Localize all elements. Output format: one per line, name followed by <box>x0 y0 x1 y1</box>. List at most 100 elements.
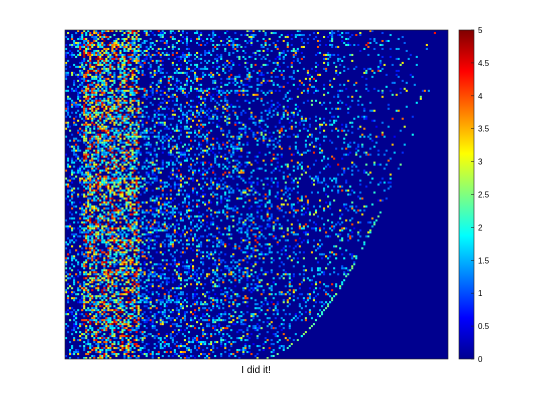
heatmap-cell <box>187 169 191 172</box>
heatmap-cell <box>93 43 96 46</box>
heatmap-cell <box>73 117 76 120</box>
heatmap-cell <box>129 159 132 162</box>
heatmap-cell <box>252 221 255 224</box>
heatmap-cell <box>145 55 148 58</box>
heatmap-cell <box>71 105 74 108</box>
heatmap-cell <box>280 125 283 128</box>
heatmap-cell <box>268 109 271 112</box>
heatmap-cell <box>73 165 76 168</box>
heatmap-cell <box>97 129 100 132</box>
heatmap-cell <box>175 147 178 150</box>
heatmap-cell <box>81 35 84 39</box>
heatmap-cell <box>276 157 279 160</box>
heatmap-cell <box>383 63 386 66</box>
heatmap-cell <box>357 127 360 130</box>
heatmap-cell <box>155 177 158 180</box>
heatmap-cell <box>260 233 263 236</box>
heatmap-cell <box>111 189 114 192</box>
heatmap-cell <box>145 227 148 230</box>
heatmap-cell <box>359 155 362 158</box>
heatmap-cell <box>141 115 144 118</box>
heatmap-cell <box>187 165 191 168</box>
heatmap-cell <box>99 127 102 130</box>
heatmap-cell <box>169 205 172 208</box>
heatmap-cell <box>224 99 227 102</box>
heatmap-cell <box>405 89 408 92</box>
heatmap-cell <box>198 89 201 92</box>
heatmap-cell <box>83 95 86 98</box>
heatmap-cell <box>208 121 211 124</box>
heatmap-cell <box>185 215 189 218</box>
heatmap-cell <box>145 187 148 190</box>
heatmap-cell <box>91 179 94 182</box>
heatmap-cell <box>111 227 114 230</box>
heatmap-cell <box>97 49 100 52</box>
heatmap-cell <box>335 119 338 122</box>
heatmap-cell <box>81 123 84 126</box>
heatmap-cell <box>137 109 140 112</box>
heatmap-cell <box>145 97 148 100</box>
heatmap-cell <box>278 57 281 60</box>
heatmap-cell <box>198 101 201 104</box>
heatmap-cell <box>185 35 189 39</box>
heatmap-cell <box>93 141 96 144</box>
heatmap-cell <box>183 71 186 74</box>
heatmap-cell <box>145 89 148 92</box>
heatmap-cell <box>270 203 273 206</box>
heatmap-cell <box>129 155 132 158</box>
heatmap-cell <box>99 217 102 220</box>
heatmap-cell <box>123 231 126 234</box>
heatmap-cell <box>189 221 193 224</box>
heatmap-cell <box>159 69 162 72</box>
heatmap-cell <box>135 107 138 110</box>
heatmap-cell <box>79 47 82 50</box>
heatmap-cell <box>117 149 120 152</box>
heatmap-cell <box>173 173 176 176</box>
heatmap-cell <box>194 225 197 228</box>
heatmap-cell <box>127 73 130 76</box>
heatmap-cell <box>151 223 154 226</box>
heatmap-cell <box>111 153 114 156</box>
heatmap-cell <box>67 113 70 116</box>
heatmap-cell <box>129 97 132 100</box>
heatmap-cell <box>254 155 257 158</box>
heatmap-cell <box>202 125 205 128</box>
heatmap-cell <box>264 153 267 156</box>
heatmap-cell <box>103 207 106 210</box>
heatmap-cell <box>83 177 86 180</box>
heatmap-cell <box>198 169 201 172</box>
heatmap-cell <box>123 31 126 35</box>
heatmap-cell <box>185 231 189 234</box>
heatmap-cell <box>343 55 346 58</box>
heatmap-cell <box>85 45 88 48</box>
heatmap-cell <box>95 173 98 176</box>
heatmap-cell <box>189 117 193 120</box>
heatmap-cell <box>206 61 209 64</box>
heatmap-cell <box>97 145 100 148</box>
heatmap-cell <box>77 171 80 174</box>
heatmap-cell <box>127 151 130 154</box>
heatmap-cell <box>147 53 150 56</box>
heatmap-cell <box>97 87 100 90</box>
heatmap-cell <box>252 233 255 236</box>
heatmap-cell <box>117 211 120 214</box>
heatmap-cell <box>169 123 172 126</box>
heatmap-cell <box>133 107 136 110</box>
heatmap-cell <box>77 157 80 160</box>
heatmap-cell <box>85 31 88 35</box>
heatmap-cell <box>113 211 116 214</box>
heatmap-cell <box>135 109 138 112</box>
heatmap-cell <box>300 115 303 118</box>
heatmap-cell <box>230 135 233 138</box>
heatmap-cell <box>95 133 98 136</box>
heatmap-cell <box>323 139 326 142</box>
heatmap-cell <box>240 79 243 82</box>
heatmap-cell <box>191 209 195 212</box>
heatmap-cell <box>244 133 247 136</box>
heatmap-cell <box>331 31 334 35</box>
heatmap-cell <box>105 203 108 206</box>
heatmap-cell <box>244 45 247 48</box>
heatmap-cell <box>363 109 366 112</box>
heatmap-cell <box>191 111 195 114</box>
heatmap-cell <box>236 145 239 148</box>
